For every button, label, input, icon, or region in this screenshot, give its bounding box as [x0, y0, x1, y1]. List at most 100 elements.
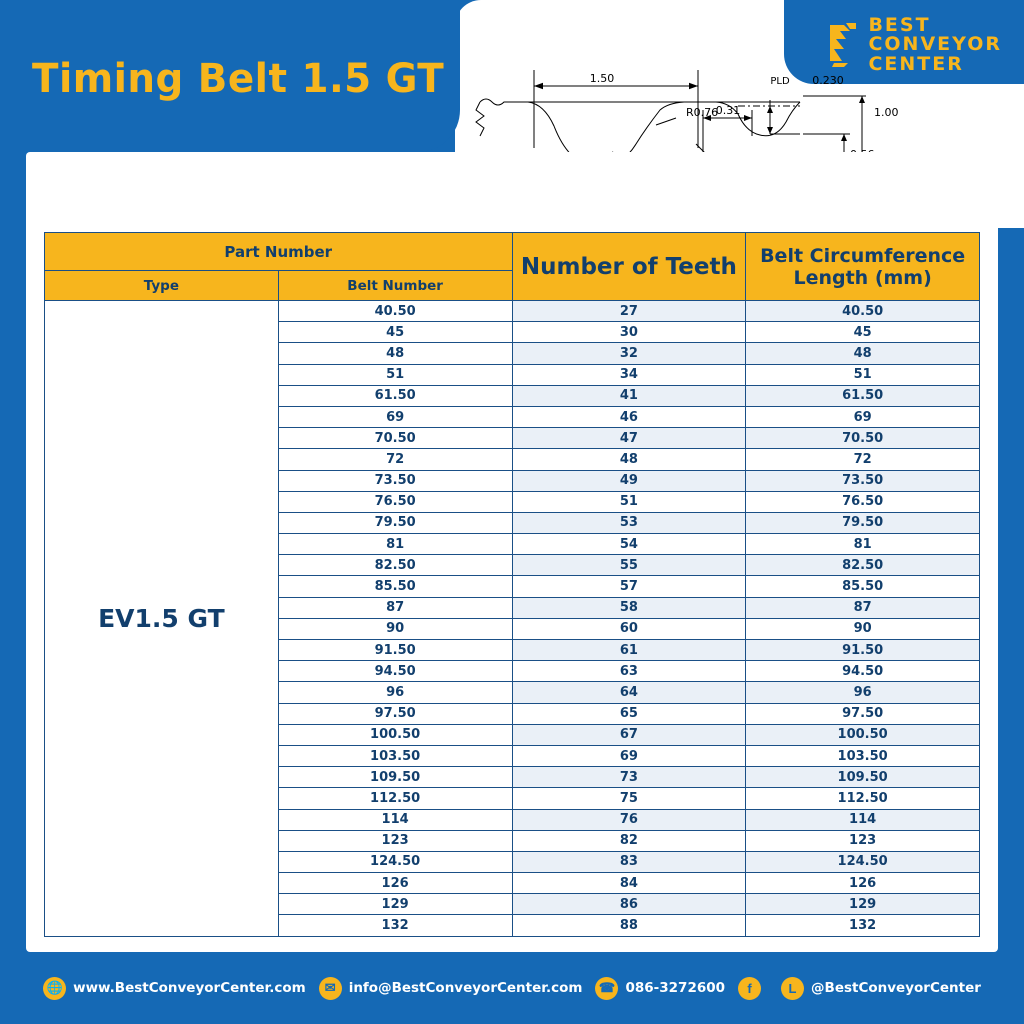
table-row: 85.50 57 85.50	[45, 575, 980, 598]
table-row: 112.50 75 112.50	[45, 787, 980, 810]
cell-belt-number: 91.50	[277, 638, 513, 662]
table-row: 73.50 49 73.50	[45, 469, 980, 492]
cell-teeth: 48	[511, 448, 747, 471]
table-row: 69 46 69	[45, 405, 980, 429]
cell-circumference: 45	[745, 321, 980, 344]
cell-circumference: 124.50	[745, 850, 980, 874]
table-row: 94.50 63 94.50	[45, 660, 980, 683]
cell-teeth: 61	[511, 638, 747, 662]
cell-circumference: 85.50	[745, 575, 980, 598]
table-row: 72 48 72	[45, 448, 980, 471]
cell-belt-number: 48	[277, 342, 513, 365]
cell-belt-number: 124.50	[277, 850, 513, 874]
cell-belt-number: 69	[277, 405, 513, 429]
cell-belt-number: 70.50	[277, 427, 513, 450]
cell-circumference: 126	[745, 872, 980, 895]
table-row: 126 84 126	[45, 872, 980, 895]
cell-teeth: 63	[511, 660, 747, 683]
cell-belt-number: 45	[277, 321, 513, 344]
content-card: BEST CONVEYOR CENTER สินค้ามีคุณภาพ ราคา…	[26, 152, 998, 952]
cell-teeth: 49	[511, 469, 747, 492]
footer-email[interactable]: ✉ info@BestConveyorCenter.com	[318, 976, 583, 1000]
footer-line-text: @BestConveyorCenter	[811, 980, 981, 996]
dim-tooth-width: 0.31	[716, 104, 741, 117]
cell-belt-number: 109.50	[277, 766, 513, 789]
cell-teeth: 34	[511, 363, 747, 386]
cell-belt-number: 112.50	[277, 787, 513, 810]
cell-teeth: 51	[511, 490, 747, 513]
cell-belt-number: 61.50	[277, 384, 513, 407]
cell-teeth: 75	[511, 787, 747, 810]
footer-line[interactable]: L @BestConveyorCenter	[781, 976, 981, 1000]
logo-line-1: BEST	[868, 14, 931, 36]
cell-type: EV1.5 GT	[44, 300, 279, 937]
table-header-row-2: Type Belt Number	[44, 270, 980, 301]
footer-phone[interactable]: ☎ 086-3272600	[595, 976, 726, 1000]
cell-teeth: 64	[511, 681, 747, 704]
conveyor-bird-logo-icon	[830, 23, 857, 68]
cell-belt-number: 81	[277, 533, 513, 556]
cell-teeth: 69	[511, 744, 747, 768]
cell-teeth: 58	[511, 596, 747, 619]
footer: 🌐 www.BestConveyorCenter.com ✉ info@Best…	[0, 952, 1024, 1024]
table-row: 123 82 123	[45, 829, 980, 852]
title-panel: Timing Belt 1.5 GT	[0, 0, 460, 152]
cell-circumference: 87	[745, 596, 980, 619]
header-number-of-teeth: Number of Teeth	[511, 232, 747, 301]
cell-circumference: 103.50	[745, 744, 980, 768]
phone-icon: ☎	[595, 976, 619, 1000]
cell-belt-number: 96	[277, 681, 513, 704]
cell-teeth: 83	[511, 850, 747, 874]
cell-belt-number: 79.50	[277, 511, 513, 535]
footer-facebook[interactable]: f	[738, 976, 768, 1000]
table-row: 51 34 51	[45, 363, 980, 386]
cell-circumference: 123	[745, 829, 980, 852]
table-body: EV1.5 GT 40.50 27 40.50 45 30 45 48 32 48 51 34 51 61…	[44, 299, 980, 937]
cell-belt-number: 114	[277, 808, 513, 831]
dim-r076: R0.76	[686, 106, 718, 119]
brand-logo: BEST CONVEYOR CENTER	[824, 14, 1002, 75]
table-row: 124.50 83 124.50	[45, 850, 980, 874]
table-row: 81 54 81	[45, 533, 980, 556]
cell-circumference: 112.50	[745, 787, 980, 810]
footer-website[interactable]: 🌐 www.BestConveyorCenter.com	[43, 976, 306, 1000]
cell-circumference: 91.50	[745, 638, 980, 662]
cell-circumference: 61.50	[745, 384, 980, 407]
header-circumference: Belt Circumference Length (mm)	[745, 232, 980, 301]
cell-teeth: 73	[511, 766, 747, 789]
logo-line-2: CONVEYOR	[868, 33, 1002, 56]
header-type: Type	[44, 270, 279, 301]
cell-belt-number: 94.50	[277, 660, 513, 683]
cell-circumference: 96	[745, 681, 980, 704]
cell-belt-number: 85.50	[277, 575, 513, 598]
cell-teeth: 76	[511, 808, 747, 831]
cell-circumference: 73.50	[745, 469, 980, 492]
cell-circumference: 79.50	[745, 511, 980, 535]
footer-phone-text: 086-3272600	[625, 980, 726, 996]
table-row: 109.50 73 109.50	[45, 766, 980, 789]
cell-teeth: 84	[511, 872, 747, 895]
logo-line-3: CENTER	[868, 52, 964, 75]
table-row: 103.50 69 103.50	[45, 744, 980, 768]
cell-teeth: 55	[511, 554, 747, 577]
cell-belt-number: 40.50	[277, 299, 513, 323]
envelope-icon: ✉	[318, 976, 342, 1000]
table-row: 61.50 41 61.50	[45, 384, 980, 407]
cell-teeth: 27	[511, 299, 747, 323]
cell-circumference: 70.50	[745, 427, 980, 450]
cell-teeth: 57	[511, 575, 747, 598]
cell-circumference: 109.50	[745, 766, 980, 789]
cell-circumference: 90	[745, 617, 980, 641]
table-row: 114 76 114	[45, 808, 980, 831]
cell-teeth: 67	[511, 723, 747, 746]
cell-circumference: 97.50	[745, 702, 980, 725]
table-head: Part Number Number of Teeth Belt Circumf…	[44, 232, 980, 301]
table-row: 48 32 48	[45, 342, 980, 365]
facebook-icon: f	[738, 976, 762, 1000]
cell-circumference: 51	[745, 363, 980, 386]
belt-specification-table: Part Number Number of Teeth Belt Circumf…	[44, 232, 980, 937]
cell-circumference: 40.50	[745, 299, 980, 323]
footer-email-text: info@BestConveyorCenter.com	[348, 980, 583, 996]
table-row: 100.50 67 100.50	[45, 723, 980, 746]
